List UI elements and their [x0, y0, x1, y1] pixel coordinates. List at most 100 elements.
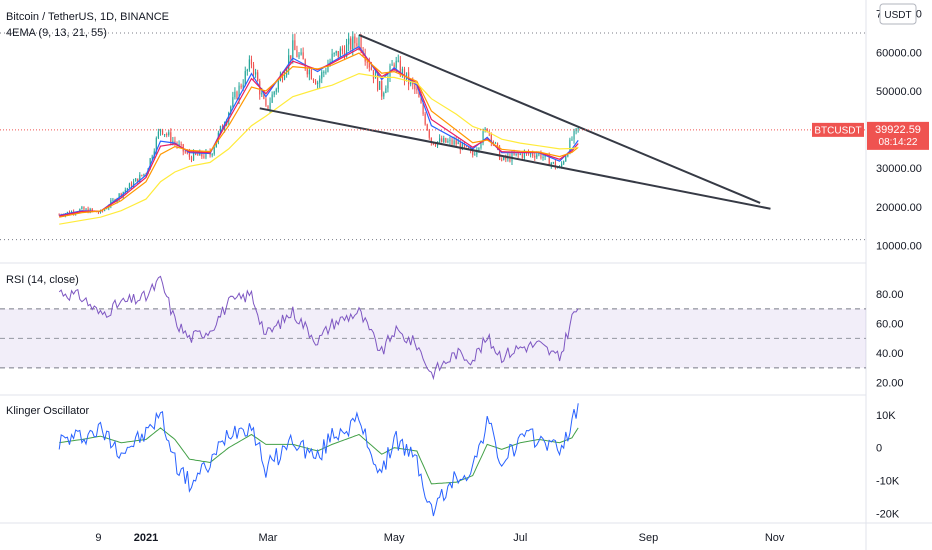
candle-body — [443, 138, 445, 142]
klinger-pane[interactable] — [58, 403, 579, 517]
candle-body — [85, 208, 87, 210]
candle-body — [124, 190, 126, 192]
candle-body — [513, 153, 515, 156]
candle-body — [139, 174, 141, 183]
candle-body — [232, 97, 234, 107]
candle-body — [300, 52, 302, 55]
candle-body — [395, 60, 397, 68]
candle-body — [312, 79, 315, 82]
candle-body — [571, 139, 573, 141]
candle-body — [178, 144, 180, 146]
candle-body — [166, 134, 168, 136]
rsi-legend: RSI (14, close) — [6, 274, 79, 286]
candle-body — [296, 50, 298, 58]
candle-body — [283, 75, 286, 80]
candle-body — [358, 37, 360, 46]
candle-body — [509, 156, 511, 162]
candle-body — [155, 137, 157, 152]
candle-body — [482, 131, 484, 144]
candle-body — [447, 141, 449, 143]
ema-line-2 — [59, 47, 579, 217]
currency-button[interactable]: USDT — [879, 3, 917, 25]
candle-body — [126, 188, 128, 191]
candle-body — [360, 37, 362, 51]
candle-body — [474, 154, 476, 156]
candle-body — [428, 130, 430, 138]
candle-body — [341, 48, 344, 51]
candle-body — [172, 140, 174, 143]
candle-body — [405, 72, 408, 80]
candle-body — [151, 156, 153, 159]
price-axis[interactable]: 10000.0020000.0030000.0040000.0050000.00… — [876, 9, 922, 253]
candle-body — [205, 151, 207, 158]
price-axis-tick: 10000.00 — [876, 240, 922, 252]
wedge-trendlines[interactable] — [259, 34, 771, 210]
candle-body — [203, 156, 205, 158]
candle-body — [254, 72, 257, 75]
candle-body — [263, 93, 265, 99]
rsi-axis-tick: 20.00 — [876, 378, 904, 390]
ema-lines — [59, 45, 579, 225]
candle-body — [569, 139, 571, 154]
candle-body — [308, 69, 310, 75]
candle-body — [550, 163, 552, 166]
candle-body — [339, 48, 341, 58]
symbol-badge-label: BTCUSDT — [814, 125, 861, 136]
candle-body — [104, 208, 106, 211]
candle-body — [234, 91, 236, 98]
rsi-axis[interactable]: 20.00 40.00 60.00 80.00 — [876, 289, 904, 390]
price-axis-tick: 20000.00 — [876, 202, 922, 214]
candle-body — [416, 89, 418, 91]
candle-body — [420, 97, 422, 104]
rsi-line — [58, 275, 579, 381]
candle-body — [302, 52, 304, 60]
candle-body — [461, 142, 463, 150]
candle-body — [319, 78, 321, 83]
candle-body — [304, 59, 306, 69]
candle-body — [112, 199, 114, 201]
candle-body — [153, 151, 155, 157]
candle-body — [277, 80, 279, 90]
time-axis-tick: Sep — [639, 532, 659, 544]
candle-body — [441, 138, 443, 142]
candle-body — [494, 142, 497, 144]
candle-body — [563, 161, 565, 164]
candle-body — [281, 74, 284, 80]
candle-body — [484, 128, 486, 132]
candle-body — [459, 142, 461, 150]
candle-body — [273, 91, 275, 95]
candle-body — [565, 156, 567, 162]
candle-body — [267, 105, 269, 109]
candle-body — [135, 178, 137, 182]
candle-body — [120, 193, 122, 197]
ema-legend: 4EMA (9, 13, 21, 55) — [6, 27, 107, 39]
candle-body — [561, 163, 563, 167]
candle-body — [536, 154, 538, 158]
candle-body — [490, 133, 492, 143]
candle-body — [498, 146, 501, 160]
candle-body — [157, 131, 160, 138]
klinger-legend: Klinger Oscillator — [6, 405, 89, 417]
candle-body — [275, 89, 277, 92]
candle-body — [343, 50, 346, 58]
candle-body — [161, 129, 164, 135]
candle-body — [348, 38, 350, 45]
candle-body — [350, 38, 352, 50]
candle-body — [310, 69, 313, 80]
candle-body — [381, 81, 383, 97]
candle-body — [430, 137, 432, 143]
time-axis[interactable]: 9 2021 Mar May Jul Sep Nov — [95, 532, 785, 544]
candle-body — [211, 153, 213, 156]
candle-body — [478, 147, 480, 151]
candle-body — [538, 152, 540, 155]
candle-body — [532, 153, 534, 156]
rsi-pane[interactable] — [0, 275, 866, 381]
candle-body — [418, 89, 420, 98]
price-pane[interactable] — [0, 31, 866, 241]
klinger-axis[interactable]: -20K -10K 0 10K — [876, 410, 900, 521]
candle-body — [424, 113, 426, 125]
candle-body — [455, 140, 457, 145]
ema-line-1 — [59, 45, 579, 216]
candle-body — [374, 72, 377, 79]
